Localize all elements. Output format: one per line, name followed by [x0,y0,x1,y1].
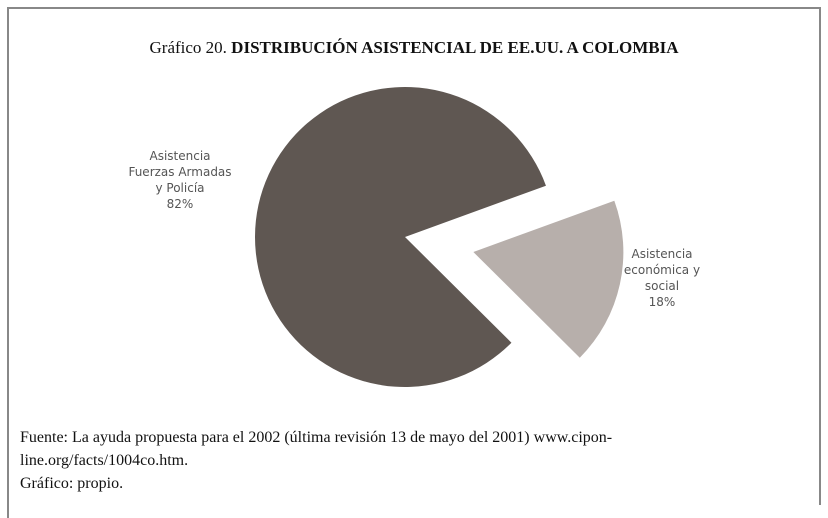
frame [7,7,821,518]
category-line: Asistencia [631,247,692,261]
category-line: Fuerzas Armadas [128,165,231,179]
source-line: Gráfico: propio. [20,475,123,492]
pie-slice [255,86,546,388]
pie-slice [473,200,624,358]
title-text: DISTRIBUCIÓN ASISTENCIAL DE EE.UU. A COL… [231,38,679,57]
category-line: y Policía [155,181,204,195]
slice-label: Asistencia económica y social 18% [624,247,700,309]
chart-title: Gráfico 20. DISTRIBUCIÓN ASISTENCIAL DE … [150,38,680,57]
category-line: social [645,279,679,293]
source-line: line.org/facts/1004co.htm. [20,452,188,469]
category-line: Asistencia [149,149,210,163]
title-prefix: Gráfico 20. [150,38,227,57]
source-line: Fuente: La ayuda propuesta para el 2002 … [20,429,612,446]
category-line: económica y [624,263,700,277]
value-label: 18% [649,295,676,309]
value-label: 82% [167,197,194,211]
slice-label: Asistencia Fuerzas Armadas y Policía 82% [128,149,231,211]
